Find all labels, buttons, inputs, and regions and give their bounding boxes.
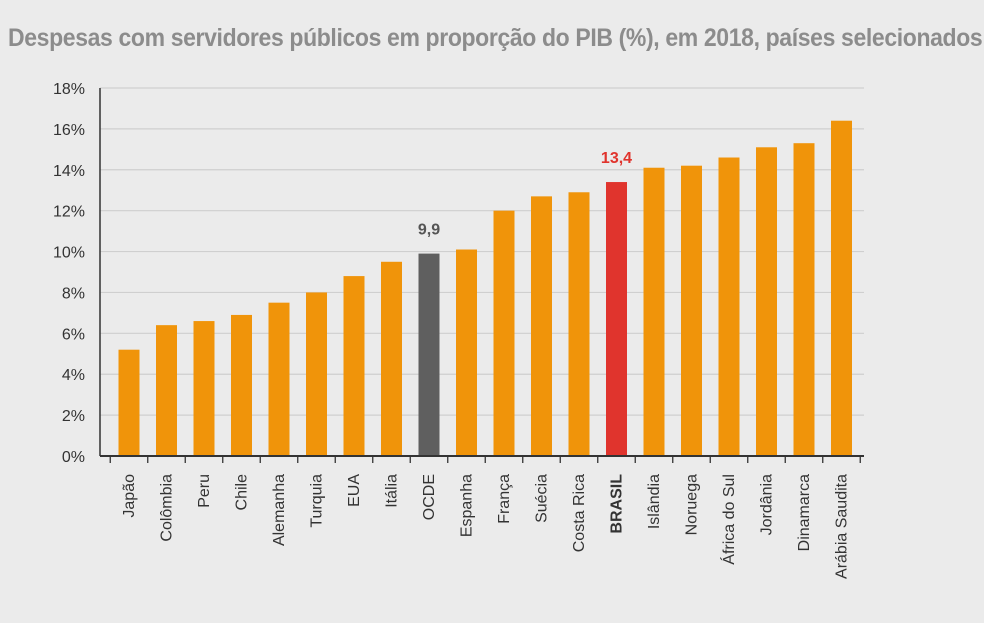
- x-tick-label-islandia: Islândia: [646, 474, 663, 529]
- y-tick-label: 10%: [53, 245, 85, 262]
- y-tick-label: 8%: [62, 285, 85, 302]
- y-tick-label: 14%: [53, 163, 85, 180]
- x-tick-label-costa-rica: Costa Rica: [571, 474, 588, 552]
- bar-colombia: [156, 325, 177, 456]
- y-tick-label: 16%: [53, 122, 85, 139]
- x-tick-label-colombia: Colômbia: [159, 474, 176, 542]
- x-tick-label-suecia: Suécia: [534, 474, 551, 523]
- bar-espanha: [456, 249, 477, 456]
- bar-dinamarca: [793, 143, 815, 456]
- bar-islandia: [643, 167, 665, 456]
- x-tick-label-turquia: Turquia: [309, 474, 326, 528]
- x-tick-label-eua: EUA: [346, 474, 363, 507]
- bar-suecia: [531, 196, 552, 456]
- x-tick-label-noruega: Noruega: [684, 474, 701, 535]
- bar-japao: [118, 349, 140, 456]
- bar-brasil: [606, 182, 627, 457]
- bar-ocde: [418, 253, 440, 456]
- bar-alemanha: [268, 302, 290, 456]
- axes: [99, 88, 864, 463]
- x-tick-label-italia: Itália: [384, 474, 401, 508]
- x-tick-label-espanha: Espanha: [459, 474, 476, 537]
- bar-costa-rica: [568, 192, 590, 456]
- y-tick-label: 2%: [62, 408, 85, 425]
- labels: 0% 2% 4% 6% 8% 10% 12% 14% 16% 18% Japão Colômbia Pe…: [53, 81, 851, 579]
- bar-turquia: [306, 292, 327, 456]
- data-label-ocde: 9,9: [418, 222, 440, 239]
- y-tick-label: 18%: [53, 81, 85, 98]
- x-tick-label-arabia-saudita: Arábia Saudita: [834, 474, 851, 579]
- x-tick-label-africa-do-sul: África do Sul: [719, 474, 738, 565]
- bar-eua: [343, 276, 365, 456]
- x-tick-label-ocde: OCDE: [421, 474, 438, 520]
- data-label-brasil: 13,4: [601, 150, 632, 167]
- bar-arabia-saudita: [831, 120, 852, 456]
- bar-jordania: [756, 147, 777, 457]
- x-tick-label-alemanha: Alemanha: [271, 474, 288, 546]
- x-tick-label-japao: Japão: [121, 474, 138, 518]
- y-tick-label: 12%: [53, 204, 85, 221]
- x-tick-label-brasil: BRASIL: [609, 474, 626, 534]
- bar-chile: [231, 314, 252, 456]
- y-tick-label: 4%: [62, 367, 85, 384]
- bars: [118, 120, 852, 457]
- gridlines: [100, 87, 864, 416]
- x-tick-label-peru: Peru: [196, 474, 213, 508]
- x-tick-label-jordania: Jordânia: [759, 474, 776, 535]
- bar-italia: [381, 261, 402, 456]
- y-tick-label: 6%: [62, 326, 85, 343]
- x-tick-label-dinamarca: Dinamarca: [796, 474, 813, 551]
- bar-noruega: [681, 165, 702, 456]
- chart-title: Despesas com servidores públicos em prop…: [8, 24, 983, 52]
- bar-franca: [493, 210, 515, 456]
- x-tick-label-chile: Chile: [234, 474, 251, 511]
- x-tick-label-franca: França: [496, 474, 513, 524]
- bar-peru: [193, 321, 215, 456]
- bar-africa-do-sul: [718, 157, 740, 456]
- y-tick-label: 0%: [62, 449, 85, 466]
